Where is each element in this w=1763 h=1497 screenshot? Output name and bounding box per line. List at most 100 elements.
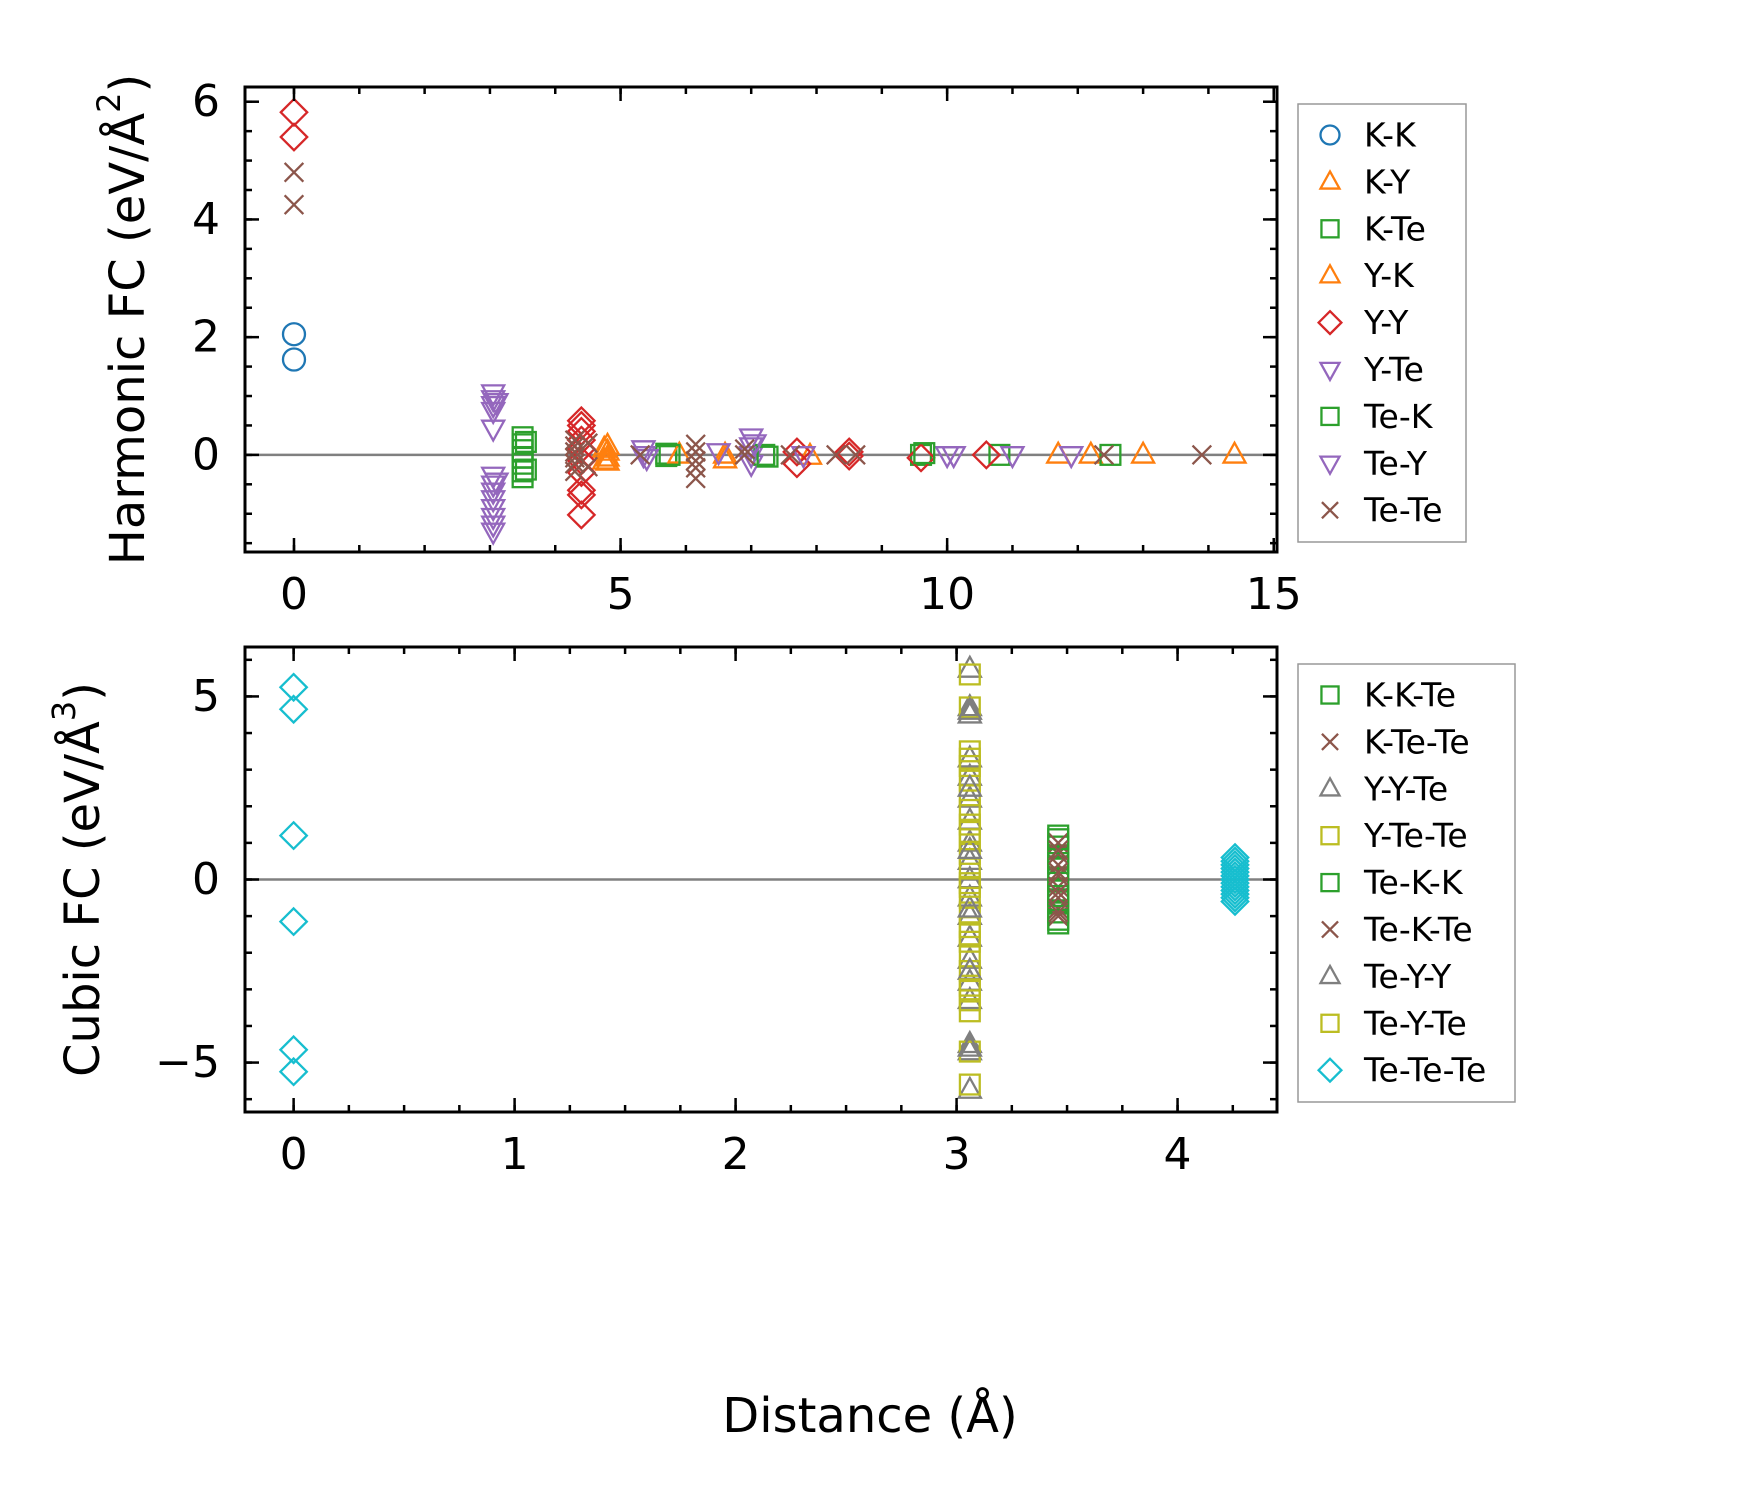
legend-marker <box>1316 309 1344 336</box>
point-y-te-te <box>958 798 981 821</box>
cubic-points <box>278 654 1250 1099</box>
point-y-te <box>480 419 507 443</box>
point-y-te <box>480 390 507 414</box>
point-te-te <box>577 456 599 477</box>
legend-item-te-k: Te-K <box>1320 397 1434 436</box>
point-te-te <box>685 441 706 463</box>
legend-item-te-y-y: Te-Y-Y <box>1318 957 1452 996</box>
point-te-y-te <box>958 923 981 946</box>
y-tick-label: 6 <box>192 76 220 127</box>
harmonic-y-label: Harmonic FC (eV/Å2) <box>90 74 156 566</box>
point-te-y-te <box>958 875 981 898</box>
legend-label: Y-Te-Te <box>1363 816 1468 855</box>
point-te-k-te <box>1048 902 1069 923</box>
point-y-te-te <box>958 1073 981 1096</box>
legend-label: Te-K-Te <box>1363 910 1473 949</box>
point-y-te <box>480 522 507 546</box>
x-tick-label: 10 <box>919 569 975 620</box>
x-tick-label: 15 <box>1246 569 1302 620</box>
point-te-te <box>630 444 651 466</box>
legend-marker <box>1319 124 1341 146</box>
point-te-k <box>658 443 681 466</box>
point-te-te <box>283 194 305 215</box>
point-y-te-te <box>958 663 981 686</box>
point-te-te-te <box>278 906 309 937</box>
point-te-te <box>564 453 586 474</box>
point-te-te <box>734 444 755 466</box>
legend-item-y-te: Y-Te <box>1318 350 1424 389</box>
cubic-fc-panel: 0 1 2 3 4 −5 0 5 Cubic FC (eV/Å3) K-K-Te K-Te-Te… <box>45 645 1516 1180</box>
legend-marker <box>1320 1013 1340 1034</box>
point-te-te-te <box>278 694 309 725</box>
legend-marker <box>1318 169 1342 190</box>
point-k-y <box>1130 440 1157 464</box>
legend-marker <box>1320 685 1340 705</box>
legend-item-te-y-te: Te-Y-Te <box>1320 1004 1467 1043</box>
point-te-te-te <box>1220 864 1250 895</box>
y-tick-label: 0 <box>192 854 220 905</box>
legend-marker <box>1318 262 1342 284</box>
legend-marker <box>1321 733 1339 751</box>
legend-item-k-te-te: K-Te-Te <box>1321 722 1470 761</box>
point-y-te <box>480 515 507 539</box>
point-y-te <box>480 482 507 506</box>
point-y-y-te <box>956 1037 983 1061</box>
point-te-k-te <box>1048 862 1069 883</box>
legend-label: K-K <box>1364 116 1417 155</box>
harmonic-fc-panel: 0 5 10 15 0 2 4 6 Harmonic FC (eV/Å2) K-K K-Y K-T… <box>90 74 1467 620</box>
point-y-te <box>790 446 817 470</box>
point-te-k-te <box>1048 840 1069 861</box>
point-te-y-y <box>956 696 983 720</box>
harmonic-points <box>279 97 1248 546</box>
point-y-y <box>566 480 597 510</box>
legend-item-k-te: K-Te <box>1320 209 1426 248</box>
legend-label: Y-Te <box>1363 350 1424 389</box>
cubic-legend: K-K-Te K-Te-Te Y-Y-Te Y-Te-Te Te-K-K Te-K-Te T… <box>1297 663 1516 1103</box>
x-axis-label: Distance (Å) <box>722 1387 1017 1444</box>
point-te-te <box>283 162 305 183</box>
legend-label: Te-Y <box>1363 444 1428 483</box>
point-te-te <box>734 438 755 460</box>
point-y-te-te <box>958 945 981 968</box>
legend-item-k-y: K-Y <box>1318 162 1411 201</box>
legend-marker <box>1320 826 1340 846</box>
x-tick-label: 5 <box>607 569 635 620</box>
point-te-y-y <box>956 1033 983 1057</box>
legend-item-y-te-te: Y-Te-Te <box>1320 816 1468 855</box>
point-te-y-te <box>958 820 981 843</box>
point-y-te <box>480 401 507 426</box>
point-te-te-te <box>278 672 309 703</box>
point-te-y-y <box>956 894 983 918</box>
harmonic-ticks: 0 5 10 15 0 2 4 6 <box>192 76 1302 620</box>
point-te-te <box>685 457 706 478</box>
point-y-y-te <box>956 692 983 717</box>
point-y-y <box>782 448 812 479</box>
legend-label: Te-K <box>1363 397 1434 436</box>
legend-marker <box>1318 963 1342 985</box>
point-y-k <box>591 446 618 470</box>
y-tick-label: 2 <box>192 312 220 363</box>
point-k-te <box>988 443 1011 466</box>
point-te-te <box>1093 444 1115 466</box>
point-te-te <box>685 468 706 489</box>
harmonic-legend: K-K K-Y K-Te Y-K Y-Y Y-Te Te-K Te-Y Te-Te <box>1297 103 1467 543</box>
point-te-te-te <box>1220 882 1250 913</box>
point-te-te-te <box>1220 879 1250 909</box>
point-te-k-k <box>1047 908 1070 931</box>
point-te-te-te <box>1220 886 1250 917</box>
legend-item-y-y-te: Y-Y-Te <box>1318 769 1448 808</box>
series-te-k-te <box>1048 840 1069 923</box>
point-y-k <box>591 434 618 458</box>
y-tick-label: −5 <box>155 1037 220 1088</box>
point-te-te <box>685 450 706 471</box>
point-k-k <box>281 322 307 347</box>
legend-label: Te-Te-Te <box>1363 1051 1486 1090</box>
series-k-y <box>594 431 1248 471</box>
point-k-y <box>712 440 739 464</box>
point-te-y <box>483 472 510 496</box>
legend-item-y-k: Y-K <box>1318 256 1415 295</box>
point-te-te <box>780 444 801 466</box>
point-te-te-te <box>1220 871 1250 902</box>
point-k-te <box>655 445 678 468</box>
series-te-k <box>514 430 936 481</box>
